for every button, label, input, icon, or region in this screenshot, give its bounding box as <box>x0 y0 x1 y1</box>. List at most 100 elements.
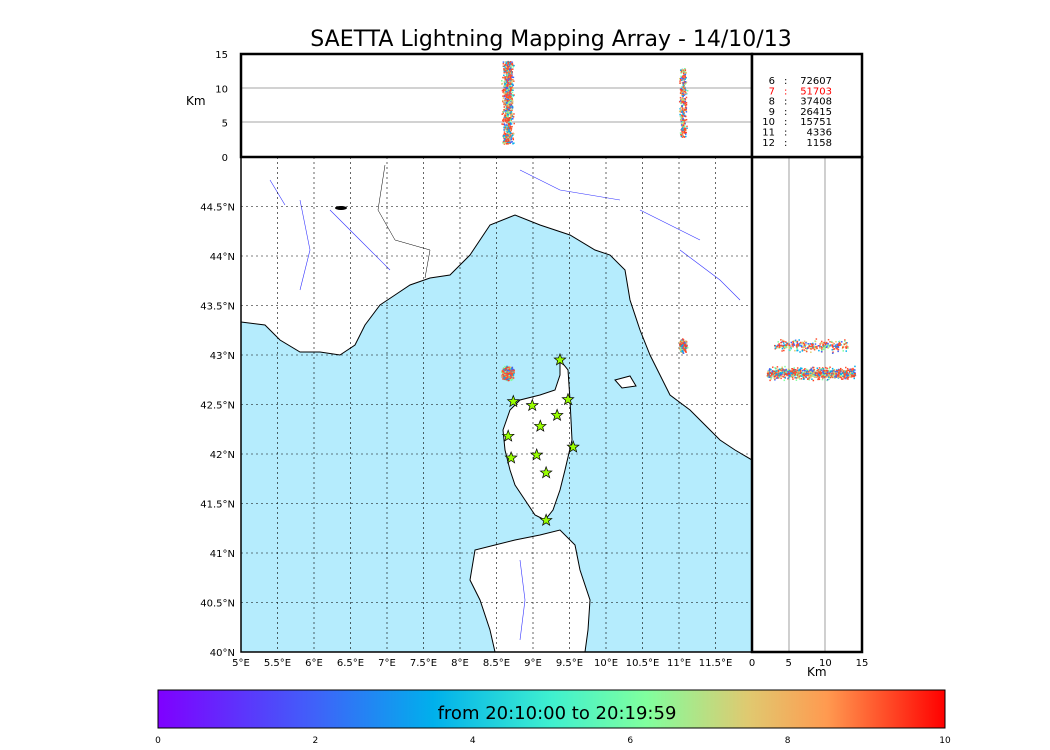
lightning-point <box>820 376 823 378</box>
lightning-point <box>509 100 511 103</box>
lightning-point <box>832 352 834 354</box>
lightning-point <box>826 375 828 378</box>
lightning-point <box>773 374 776 376</box>
lightning-point <box>783 379 786 382</box>
lat-tick-label: 40°N <box>210 648 235 659</box>
lightning-point <box>682 72 685 75</box>
lightning-point <box>792 345 794 348</box>
lightning-point <box>503 80 506 83</box>
lightning-point <box>512 377 515 379</box>
lightning-point <box>801 370 803 372</box>
lightning-point <box>823 372 826 375</box>
lightning-point <box>838 341 841 344</box>
lightning-point <box>796 370 798 372</box>
lightning-point <box>507 76 509 79</box>
lightning-point <box>854 365 856 368</box>
lightning-point <box>511 368 513 370</box>
lightning-point <box>683 93 685 95</box>
lightning-point <box>820 340 823 343</box>
lightning-point <box>503 142 506 145</box>
lightning-point <box>513 369 515 371</box>
sardinia-coast <box>469 529 591 652</box>
lake <box>335 206 347 210</box>
lightning-point <box>797 373 799 376</box>
lightning-point <box>679 82 681 84</box>
lightning-point <box>771 370 773 373</box>
lightning-point <box>680 345 683 347</box>
lightning-point <box>842 375 845 377</box>
lightning-point <box>846 376 849 379</box>
lightning-point <box>504 118 507 120</box>
lightning-point <box>509 92 511 95</box>
lightning-point <box>807 347 810 349</box>
lightning-point <box>510 88 512 90</box>
lightning-point <box>814 343 817 345</box>
lightning-point <box>502 120 504 123</box>
lightning-point <box>804 368 806 370</box>
lightning-point <box>512 68 514 70</box>
lightning-point <box>786 344 789 346</box>
lightning-point <box>797 343 799 345</box>
lightning-point <box>795 379 798 381</box>
lightning-point <box>843 343 846 346</box>
lightning-point <box>842 346 844 349</box>
lightning-point <box>811 370 814 373</box>
lightning-point <box>512 84 514 87</box>
lightning-point <box>506 73 509 75</box>
lightning-point <box>505 89 507 91</box>
lightning-point <box>791 373 794 375</box>
lightning-point <box>796 347 798 349</box>
lightning-point <box>681 105 683 107</box>
lightning-point <box>835 346 837 349</box>
lightning-point <box>789 372 791 375</box>
lightning-point <box>682 109 684 111</box>
lightning-point <box>826 378 829 381</box>
lightning-point <box>820 350 823 353</box>
lightning-point <box>509 70 512 72</box>
lightning-point <box>681 100 683 102</box>
lightning-point <box>503 77 506 79</box>
lightning-point <box>506 61 508 63</box>
lightning-point <box>786 369 789 372</box>
lightning-point <box>503 109 505 111</box>
lightning-point <box>784 377 787 379</box>
lightning-point <box>822 377 824 379</box>
lightning-point <box>818 376 821 378</box>
lightning-point <box>678 100 681 103</box>
lightning-point <box>505 100 507 102</box>
colorbar-tick-label: 8 <box>785 736 791 746</box>
lightning-point <box>505 86 507 89</box>
lightning-point <box>505 101 507 104</box>
lightning-point <box>790 346 793 349</box>
lightning-point <box>788 374 790 377</box>
lightning-point <box>830 340 833 343</box>
lightning-point <box>512 79 514 81</box>
lightning-point <box>808 343 810 345</box>
station-star-icon <box>533 419 547 432</box>
lightning-point <box>796 341 798 343</box>
lightning-point <box>507 112 509 115</box>
lightning-point <box>682 120 684 123</box>
lightning-point <box>504 127 507 129</box>
lightning-point <box>816 374 819 376</box>
lightning-point <box>831 376 834 379</box>
lightning-point <box>805 374 807 376</box>
separator: : <box>784 138 787 149</box>
lightning-point <box>505 64 507 66</box>
lightning-point <box>508 374 511 376</box>
lightning-point <box>808 345 811 348</box>
lightning-point <box>792 372 795 374</box>
lightning-point <box>824 371 826 373</box>
lightning-point <box>504 70 506 73</box>
altitude-lightning-points <box>501 60 689 145</box>
lightning-point <box>809 369 811 372</box>
lightning-point <box>503 136 506 138</box>
lightning-point <box>510 81 513 84</box>
lightning-point <box>506 376 509 379</box>
lightning-point <box>506 98 509 101</box>
lightning-point <box>839 376 842 378</box>
lightning-point <box>507 94 509 96</box>
lightning-point <box>799 372 802 374</box>
lightning-point <box>509 105 512 108</box>
colorbar-ticks: 0 2 4 6 8 10 <box>155 736 951 746</box>
